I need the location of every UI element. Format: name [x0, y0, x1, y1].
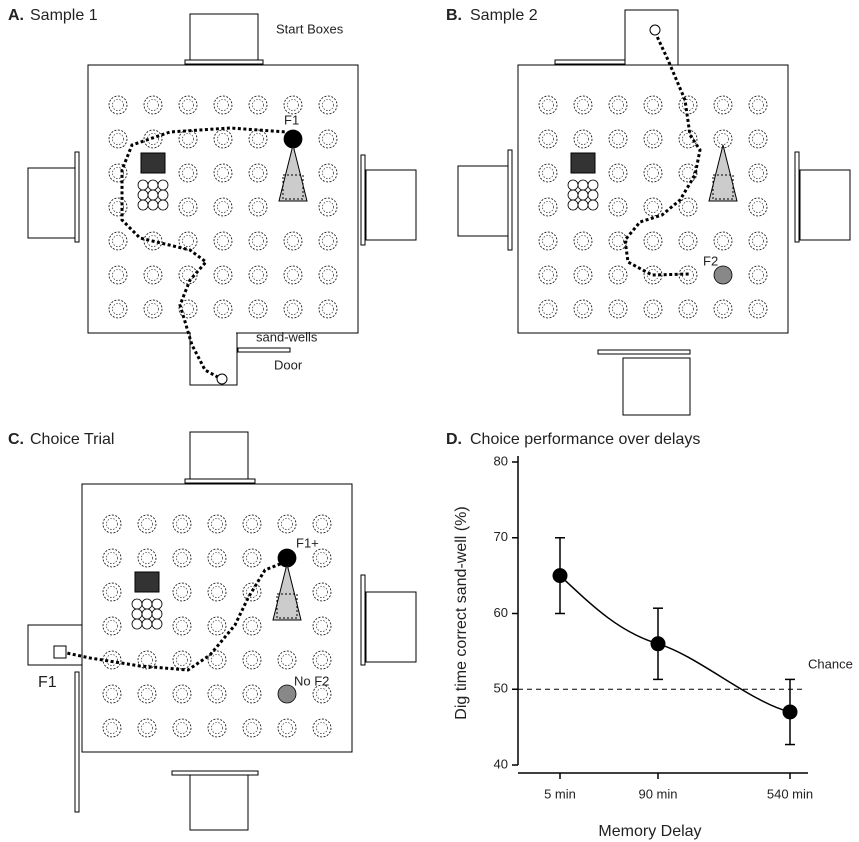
door	[238, 348, 290, 352]
landmark	[571, 153, 595, 173]
landmark	[152, 609, 162, 619]
landmark	[138, 180, 148, 190]
y-axis-label: Dig time correct sand-well (%)	[453, 506, 470, 719]
door	[185, 60, 263, 64]
landmark	[568, 190, 578, 200]
panel-title: Sample 1	[30, 7, 98, 24]
landmark	[588, 180, 598, 190]
door	[361, 155, 365, 245]
landmark	[158, 180, 168, 190]
point	[651, 636, 666, 651]
door	[361, 575, 365, 665]
door	[172, 771, 258, 775]
fit-curve	[560, 576, 790, 712]
door	[795, 152, 799, 242]
door	[75, 672, 79, 812]
door	[508, 150, 512, 250]
landmark	[148, 190, 158, 200]
y-tick-label: 60	[494, 605, 508, 620]
panel-title: Choice Trial	[30, 431, 114, 448]
annotation: Door	[274, 357, 303, 372]
y-tick-label: 80	[494, 453, 508, 468]
x-tick-label: 540 min	[767, 786, 813, 801]
y-tick-label: 40	[494, 756, 508, 771]
chart-title: Choice performance over delays	[470, 431, 700, 448]
landmark	[588, 200, 598, 210]
landmark	[158, 190, 168, 200]
landmark	[132, 609, 142, 619]
landmark	[142, 619, 152, 629]
point	[783, 704, 798, 719]
start-box	[458, 166, 508, 236]
start-box	[366, 170, 416, 240]
arena	[82, 484, 352, 752]
y-tick-label: 50	[494, 681, 508, 696]
start-box	[28, 625, 83, 665]
annotation: F1	[284, 112, 299, 127]
landmark	[141, 153, 165, 173]
door	[555, 60, 625, 64]
layout	[28, 10, 850, 830]
door	[185, 479, 255, 483]
landmark	[132, 599, 142, 609]
landmark	[148, 200, 158, 210]
landmark	[142, 609, 152, 619]
x-tick-label: 5 min	[544, 786, 576, 801]
landmark	[152, 599, 162, 609]
landmark	[588, 190, 598, 200]
landmark	[135, 572, 159, 592]
start	[650, 25, 660, 35]
start-box	[800, 170, 850, 240]
landmark	[152, 619, 162, 629]
panel-label: D.	[446, 431, 462, 448]
start-box	[28, 168, 78, 238]
start-box	[366, 592, 416, 662]
landmark	[138, 200, 148, 210]
start-box	[190, 432, 248, 480]
x-tick-label: 90 min	[638, 786, 677, 801]
start	[217, 374, 227, 384]
landmark	[138, 190, 148, 200]
sand-well	[714, 266, 732, 284]
panel-title: Sample 2	[470, 7, 538, 24]
cover	[191, 331, 236, 335]
reference-label: Chance	[808, 657, 853, 672]
panel-label: A.	[8, 7, 24, 24]
point	[553, 568, 568, 583]
annotation: Start Boxes	[276, 21, 344, 36]
y-tick-label: 70	[494, 529, 508, 544]
landmark	[578, 180, 588, 190]
start-box	[190, 333, 237, 385]
arena	[518, 65, 788, 333]
door	[598, 350, 690, 354]
arena	[88, 65, 358, 333]
annotation: F1+	[296, 535, 319, 550]
landmark	[142, 599, 152, 609]
landmark	[132, 619, 142, 629]
start-box	[190, 775, 248, 830]
start-box	[623, 358, 690, 415]
figure: A. Sample 1 Start Boxes F1 sand-wells Do…	[0, 0, 859, 842]
x-axis-label: Memory Delay	[598, 823, 701, 840]
door	[75, 152, 79, 242]
annotation: F2	[703, 253, 718, 268]
start	[54, 646, 66, 658]
annotation: sand-wells	[256, 329, 318, 344]
landmark	[578, 200, 588, 210]
annotation: F1	[38, 674, 57, 691]
start-box	[190, 14, 258, 62]
landmark	[158, 200, 168, 210]
landmark	[568, 200, 578, 210]
start-box	[625, 10, 678, 66]
panel-label: C.	[8, 431, 24, 448]
landmark	[578, 190, 588, 200]
landmark	[148, 180, 158, 190]
panel-label: B.	[446, 7, 462, 24]
annotation: No F2	[294, 673, 329, 688]
landmark	[568, 180, 578, 190]
